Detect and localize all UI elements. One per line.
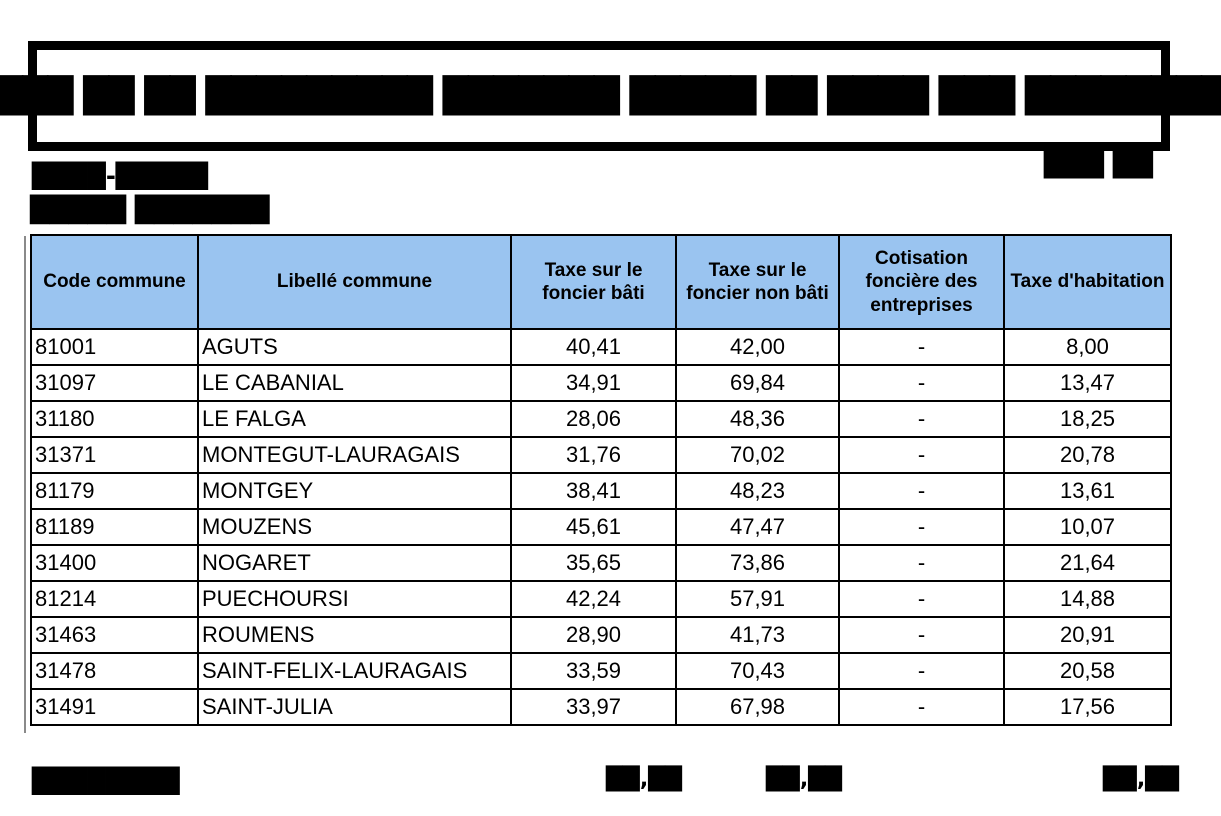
cell-code-commune: 31097 xyxy=(30,364,199,402)
cell-code-commune: 81001 xyxy=(30,328,199,366)
cell-code-commune: 81214 xyxy=(30,580,199,618)
cell-foncier-bati: 28,90 xyxy=(510,616,677,654)
cell-taxe-habitation: 20,78 xyxy=(1003,436,1172,474)
cell-cfe: - xyxy=(838,688,1005,726)
cell-foncier-non-bati: 67,98 xyxy=(675,688,840,726)
table-row: 81179 MONTGEY 38,41 48,23 - 13,61 xyxy=(30,472,1172,510)
column-header-taxe-habitation: Taxe d'habitation xyxy=(1003,234,1172,330)
cell-cfe: - xyxy=(838,508,1005,546)
cell-foncier-non-bati: 47,47 xyxy=(675,508,840,546)
cell-libelle-commune: NOGARET xyxy=(197,544,512,582)
cell-code-commune: 31400 xyxy=(30,544,199,582)
cell-libelle-commune: ROUMENS xyxy=(197,616,512,654)
title-box: ████ ██ ██ █████████ ███████ █████ ██ ██… xyxy=(0,41,1221,151)
table-row: 31400 NOGARET 35,65 73,86 - 21,64 xyxy=(30,544,1172,582)
cell-taxe-habitation: 17,56 xyxy=(1003,688,1172,726)
cell-cfe: - xyxy=(838,616,1005,654)
cell-foncier-bati: 42,24 xyxy=(510,580,677,618)
cell-cfe: - xyxy=(838,580,1005,618)
footer-value1-redacted: ██,██ xyxy=(606,767,683,792)
table-row: 31371 MONTEGUT-LAURAGAIS 31,76 70,02 - 2… xyxy=(30,436,1172,474)
cell-foncier-non-bati: 48,23 xyxy=(675,472,840,510)
top-right-annotation-redacted: ███ ██ xyxy=(1044,149,1154,179)
column-header-code-commune: Code commune xyxy=(30,234,199,330)
cell-foncier-non-bati: 73,86 xyxy=(675,544,840,582)
cell-cfe: - xyxy=(838,472,1005,510)
footer-label-redacted: ████████ xyxy=(32,767,180,795)
table-row: 31478 SAINT-FELIX-LAURAGAIS 33,59 70,43 … xyxy=(30,652,1172,690)
cell-code-commune: 31180 xyxy=(30,400,199,438)
cell-taxe-habitation: 21,64 xyxy=(1003,544,1172,582)
cell-cfe: - xyxy=(838,544,1005,582)
cell-taxe-habitation: 13,61 xyxy=(1003,472,1172,510)
cell-foncier-non-bati: 42,00 xyxy=(675,328,840,366)
cell-code-commune: 31371 xyxy=(30,436,199,474)
table-row: 31097 LE CABANIAL 34,91 69,84 - 13,47 xyxy=(30,364,1172,402)
cell-libelle-commune: LE CABANIAL xyxy=(197,364,512,402)
tax-rates-table: Code commune Libellé commune Taxe sur le… xyxy=(30,234,1172,726)
cell-taxe-habitation: 20,58 xyxy=(1003,652,1172,690)
cell-code-commune: 31478 xyxy=(30,652,199,690)
cell-foncier-non-bati: 70,43 xyxy=(675,652,840,690)
table-row: 81001 AGUTS 40,41 42,00 - 8,00 xyxy=(30,328,1172,366)
table-row: 31463 ROUMENS 28,90 41,73 - 20,91 xyxy=(30,616,1172,654)
column-header-cfe: Cotisation foncière des entreprises xyxy=(838,234,1005,330)
cell-libelle-commune: SAINT-FELIX-LAURAGAIS xyxy=(197,652,512,690)
cell-cfe: - xyxy=(838,328,1005,366)
cell-taxe-habitation: 20,91 xyxy=(1003,616,1172,654)
cell-taxe-habitation: 8,00 xyxy=(1003,328,1172,366)
subtitle-line1-redacted: ████-█████ xyxy=(32,162,209,190)
footer-value3-redacted: ██,██ xyxy=(1103,767,1180,792)
cell-cfe: - xyxy=(838,652,1005,690)
cell-foncier-bati: 35,65 xyxy=(510,544,677,582)
table-row: 31180 LE FALGA 28,06 48,36 - 18,25 xyxy=(30,400,1172,438)
cell-libelle-commune: MONTGEY xyxy=(197,472,512,510)
column-header-foncier-non-bati: Taxe sur le foncier non bâti xyxy=(675,234,840,330)
cell-cfe: - xyxy=(838,364,1005,402)
cell-foncier-bati: 28,06 xyxy=(510,400,677,438)
cell-cfe: - xyxy=(838,436,1005,474)
cell-taxe-habitation: 13,47 xyxy=(1003,364,1172,402)
cell-foncier-non-bati: 41,73 xyxy=(675,616,840,654)
table-row: 81214 PUECHOURSI 42,24 57,91 - 14,88 xyxy=(30,580,1172,618)
cell-foncier-bati: 38,41 xyxy=(510,472,677,510)
cell-foncier-non-bati: 69,84 xyxy=(675,364,840,402)
table-row: 81189 MOUZENS 45,61 47,47 - 10,07 xyxy=(30,508,1172,546)
cell-foncier-bati: 34,91 xyxy=(510,364,677,402)
cell-foncier-bati: 45,61 xyxy=(510,508,677,546)
table-body: 81001 AGUTS 40,41 42,00 - 8,00 31097 LE … xyxy=(30,328,1172,726)
cell-libelle-commune: SAINT-JULIA xyxy=(197,688,512,726)
cell-libelle-commune: AGUTS xyxy=(197,328,512,366)
page-title-redacted: ████ ██ ██ █████████ ███████ █████ ██ ██… xyxy=(0,76,1221,116)
cell-foncier-non-bati: 48,36 xyxy=(675,400,840,438)
cell-libelle-commune: MONTEGUT-LAURAGAIS xyxy=(197,436,512,474)
cell-taxe-habitation: 10,07 xyxy=(1003,508,1172,546)
cell-libelle-commune: LE FALGA xyxy=(197,400,512,438)
cell-code-commune: 81189 xyxy=(30,508,199,546)
cell-foncier-bati: 31,76 xyxy=(510,436,677,474)
cell-cfe: - xyxy=(838,400,1005,438)
table-header-row: Code commune Libellé commune Taxe sur le… xyxy=(30,234,1172,330)
table-left-accent-line xyxy=(24,236,26,733)
cell-foncier-non-bati: 70,02 xyxy=(675,436,840,474)
footer-value2-redacted: ██,██ xyxy=(766,767,843,792)
cell-libelle-commune: PUECHOURSI xyxy=(197,580,512,618)
cell-taxe-habitation: 14,88 xyxy=(1003,580,1172,618)
cell-code-commune: 31491 xyxy=(30,688,199,726)
cell-foncier-bati: 33,97 xyxy=(510,688,677,726)
cell-foncier-non-bati: 57,91 xyxy=(675,580,840,618)
column-header-foncier-bati: Taxe sur le foncier bâti xyxy=(510,234,677,330)
cell-code-commune: 31463 xyxy=(30,616,199,654)
table-row: 31491 SAINT-JULIA 33,97 67,98 - 17,56 xyxy=(30,688,1172,726)
subtitle-line2-redacted: █████ ███████ xyxy=(30,195,270,224)
cell-code-commune: 81179 xyxy=(30,472,199,510)
cell-libelle-commune: MOUZENS xyxy=(197,508,512,546)
cell-taxe-habitation: 18,25 xyxy=(1003,400,1172,438)
cell-foncier-bati: 40,41 xyxy=(510,328,677,366)
cell-foncier-bati: 33,59 xyxy=(510,652,677,690)
column-header-libelle-commune: Libellé commune xyxy=(197,234,512,330)
